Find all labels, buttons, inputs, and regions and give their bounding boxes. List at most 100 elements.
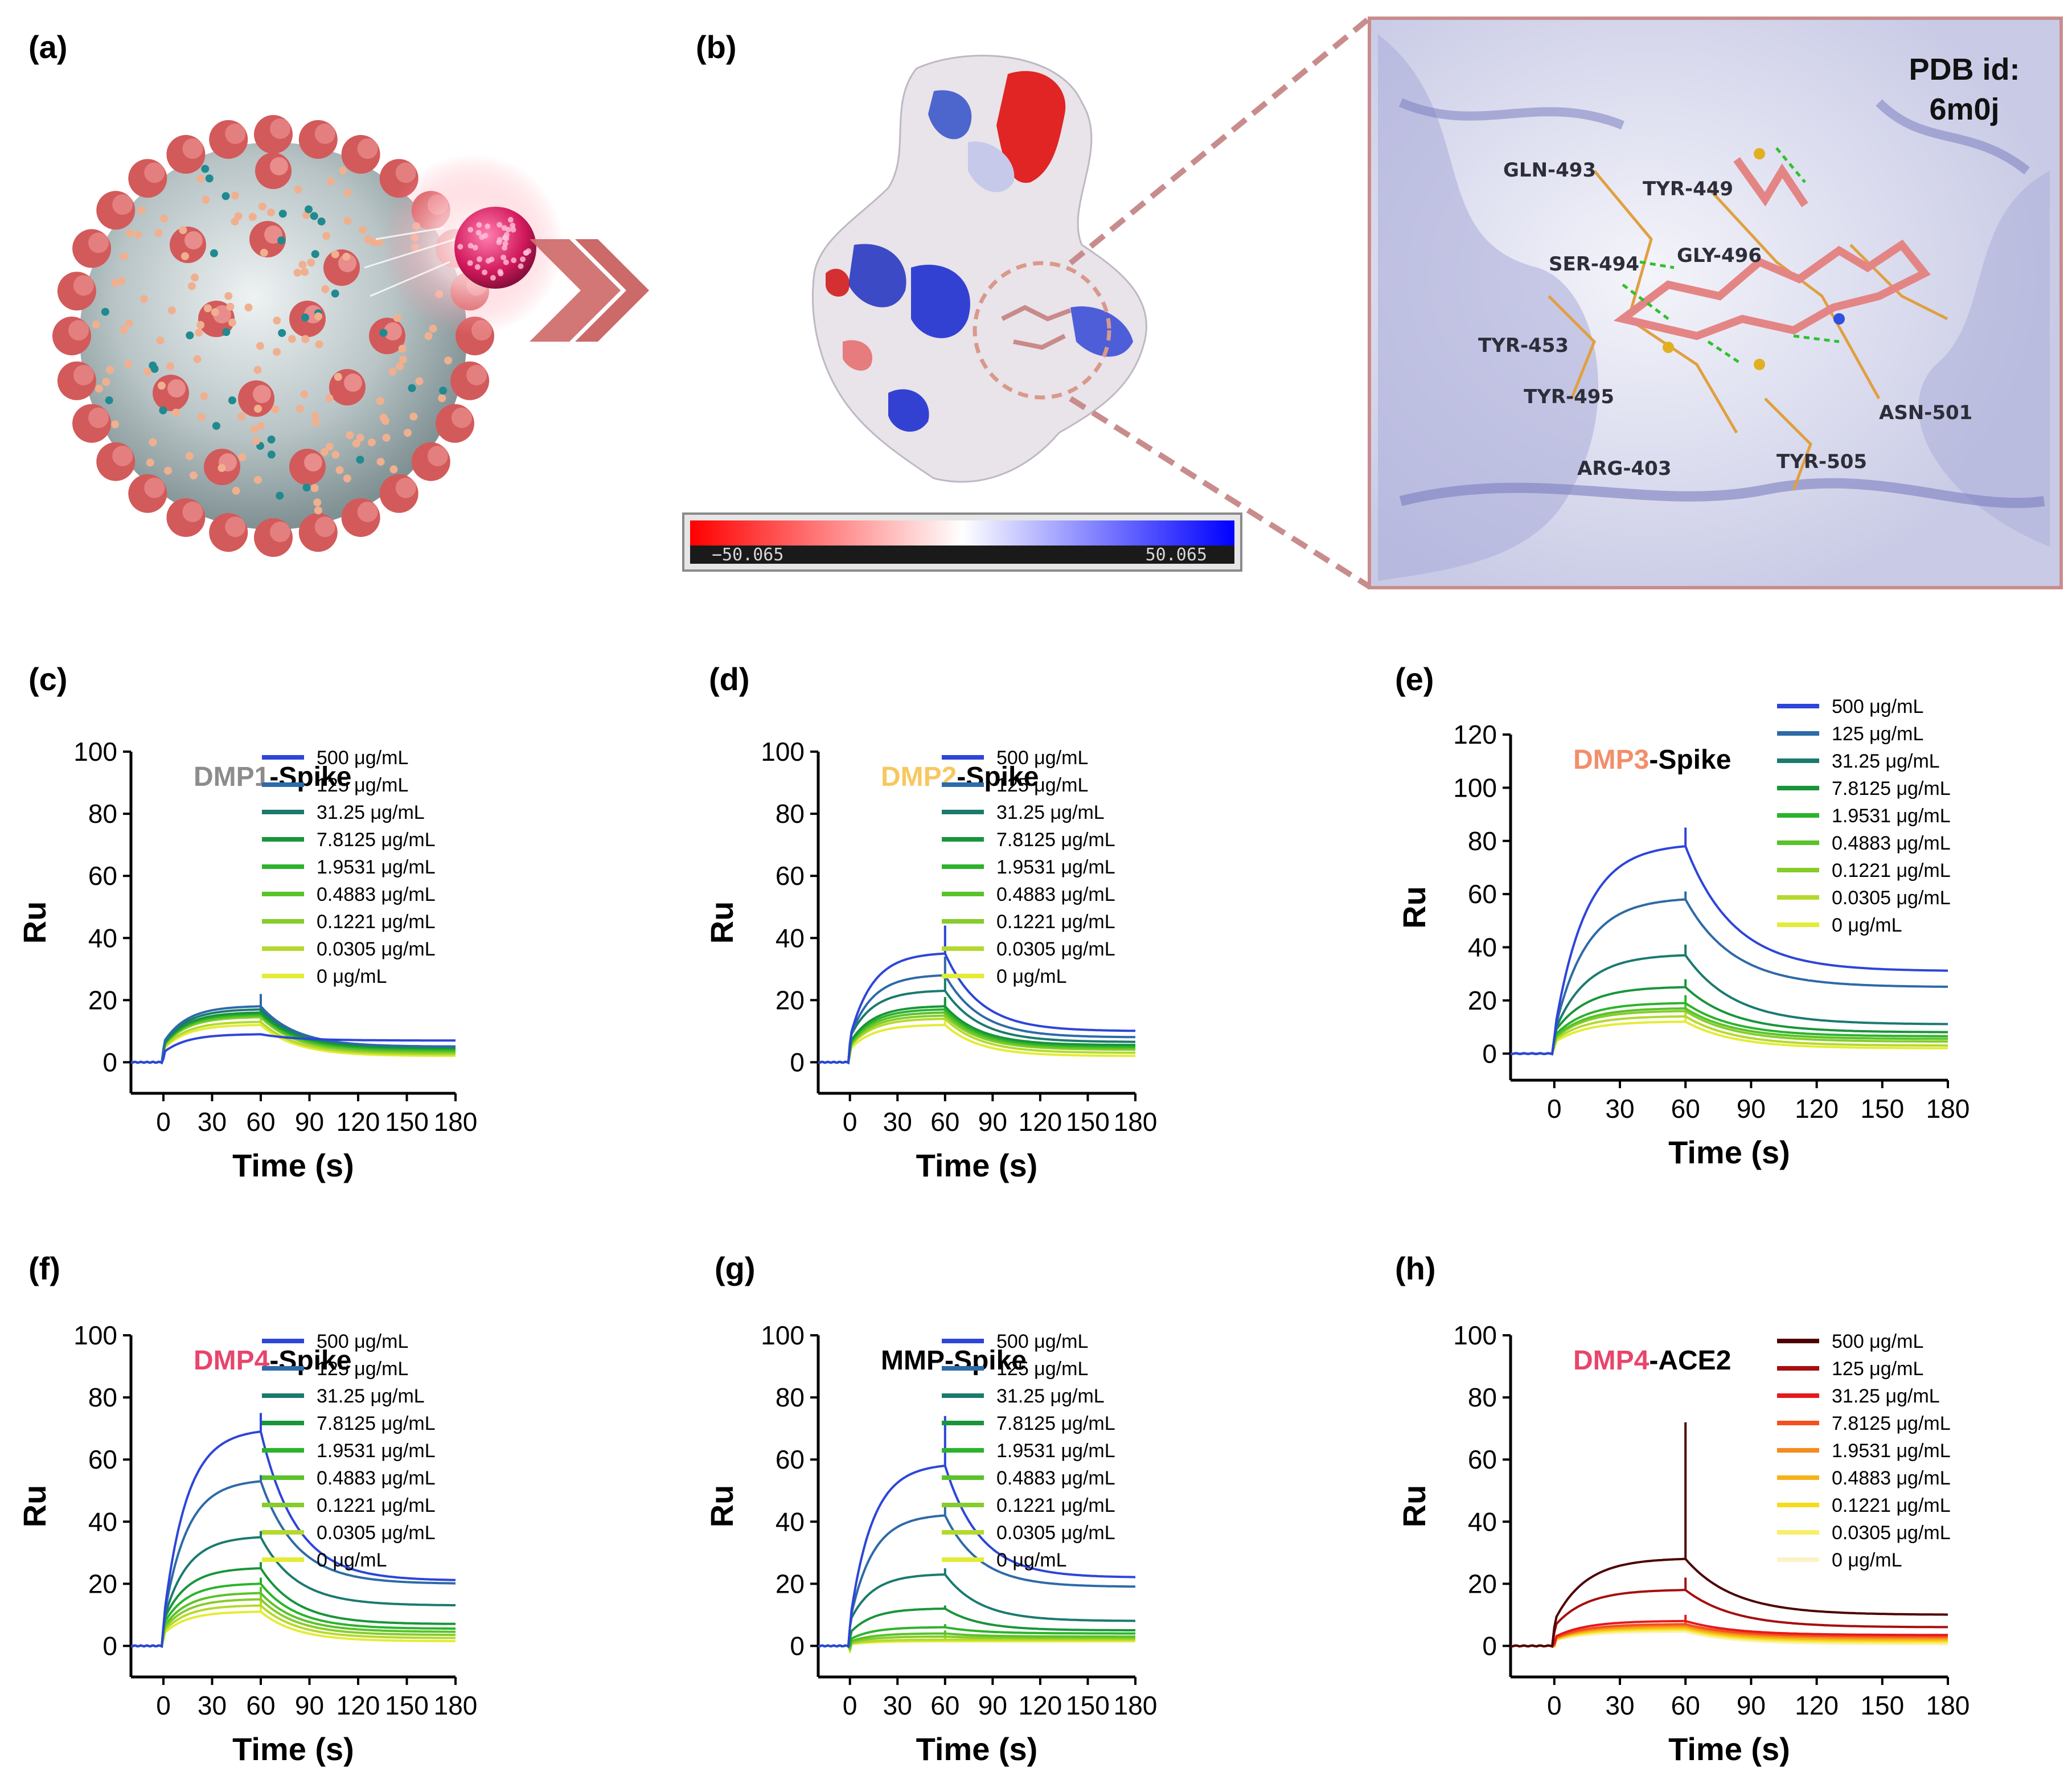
x-tick-label: 150 xyxy=(1860,1094,1904,1123)
legend-label: 31.25 μg/mL xyxy=(1832,1385,1940,1407)
legend-label: 500 μg/mL xyxy=(317,1331,408,1352)
legend-label: 0.1221 μg/mL xyxy=(317,1495,436,1516)
x-tick-label: 30 xyxy=(883,1691,912,1720)
y-tick-label: 0 xyxy=(1482,1631,1497,1660)
y-tick-label: 40 xyxy=(1468,933,1497,962)
x-tick-label: 60 xyxy=(1671,1691,1700,1720)
legend-label: 1.9531 μg/mL xyxy=(317,1440,436,1462)
x-axis-label: Time (s) xyxy=(232,1147,354,1183)
chart-h: (h) 0 20 40 60 80 100 0 30 60 90 120 150 180 Time (s) R… xyxy=(1395,1250,1970,1767)
residue-label: TYR-505 xyxy=(1776,450,1867,473)
chart-title-prefix: DMP3 xyxy=(1573,745,1649,775)
residue-label: TYR-449 xyxy=(1643,178,1733,200)
y-tick-label: 100 xyxy=(761,737,805,766)
legend-label: 125 μg/mL xyxy=(996,1358,1088,1380)
x-tick-label: 0 xyxy=(843,1107,857,1137)
residue-label: TYR-495 xyxy=(1524,386,1614,408)
legend-label: 0.0305 μg/mL xyxy=(996,1522,1115,1544)
legend-label: 31.25 μg/mL xyxy=(996,1385,1105,1407)
y-tick-label: 40 xyxy=(776,923,805,953)
chart-title-prefix: DMP4 xyxy=(1573,1346,1650,1376)
panel-label-e: (e) xyxy=(1395,661,1434,697)
virus-illustration xyxy=(52,115,564,557)
x-tick-label: 0 xyxy=(1547,1094,1562,1123)
x-tick-label: 150 xyxy=(1066,1107,1110,1137)
x-axis-label: Time (s) xyxy=(916,1147,1038,1183)
legend-label: 7.8125 μg/mL xyxy=(996,1413,1115,1434)
y-tick-label: 0 xyxy=(790,1631,805,1660)
residue-label: GLY-496 xyxy=(1677,244,1762,267)
legend-label: 7.8125 μg/mL xyxy=(317,1413,436,1434)
x-tick-label: 30 xyxy=(1605,1094,1634,1123)
legend-label: 500 μg/mL xyxy=(996,1331,1088,1352)
residue-label: GLN-493 xyxy=(1503,159,1596,182)
sensorgram-charts: (c)0204060801000 30 60 90 120 150 180Time (s)R… xyxy=(17,661,1970,1767)
panel-label-a: (a) xyxy=(28,29,67,65)
legend-label: 31.25 μg/mL xyxy=(1832,751,1940,772)
legend-label: 0.1221 μg/mL xyxy=(317,911,436,933)
legend-label: 0 μg/mL xyxy=(996,1549,1067,1571)
y-tick-label: 0 xyxy=(790,1047,805,1077)
y-axis-label: Ru xyxy=(17,1485,52,1528)
y-axis-label: Ru xyxy=(1396,886,1432,929)
legend-label: 0.0305 μg/mL xyxy=(996,938,1115,960)
x-tick-label: 0 xyxy=(843,1691,857,1720)
y-tick-label: 60 xyxy=(88,861,117,891)
nanoparticle-icon xyxy=(454,207,536,289)
x-tick-label: 90 xyxy=(978,1107,1007,1137)
legend-label: 0 μg/mL xyxy=(1832,1549,1902,1571)
chart-title-prefix: DMP4 xyxy=(194,1346,270,1376)
y-tick-label: 80 xyxy=(88,799,117,829)
legend-label: 0.0305 μg/mL xyxy=(317,1522,436,1544)
residue-label: ASN-501 xyxy=(1879,401,1972,424)
chart-c: (c) 0 20 40 60 80 100 0 30 60 90 120 150 180 Time (s) R… xyxy=(17,661,477,1183)
colorbar-min-label: −50.065 xyxy=(712,545,783,565)
legend-label: 1.9531 μg/mL xyxy=(996,1440,1115,1462)
legend-label: 0.4883 μg/mL xyxy=(1832,833,1951,854)
y-tick-label: 60 xyxy=(1468,1445,1497,1474)
y-tick-label: 0 xyxy=(102,1631,117,1660)
chart-title-suffix: -ACE2 xyxy=(1649,1346,1731,1376)
y-tick-label: 80 xyxy=(1468,826,1497,856)
y-tick-label: 100 xyxy=(73,737,117,766)
legend-label: 0.4883 μg/mL xyxy=(317,1467,436,1489)
chart-g: (g)0204060801000 30 60 90 120 150 180Time (s)R… xyxy=(704,1250,1157,1767)
chart-f: (f)0204060801000 30 60 90 120 150 180Time (s)R… xyxy=(17,1250,477,1767)
y-tick-label: 80 xyxy=(776,1383,805,1412)
legend-label: 500 μg/mL xyxy=(1832,696,1923,717)
y-tick-label: 100 xyxy=(1453,773,1497,802)
x-tick-label: 0 xyxy=(1547,1691,1562,1720)
legend-label: 125 μg/mL xyxy=(317,774,408,796)
y-tick-label: 100 xyxy=(761,1321,805,1350)
x-tick-label: 60 xyxy=(930,1691,959,1720)
colorbar-gradient xyxy=(690,520,1234,546)
chart-title: DMP4-ACE2 xyxy=(1573,1346,1731,1376)
y-tick-label: 60 xyxy=(88,1445,117,1474)
legend-label: 0.0305 μg/mL xyxy=(1832,1522,1951,1544)
y-tick-label: 60 xyxy=(1468,879,1497,909)
x-tick-label: 150 xyxy=(385,1107,429,1137)
residue-label: SER-494 xyxy=(1549,253,1639,276)
colorbar: −50.065 50.065 xyxy=(683,514,1241,571)
legend-label: 125 μg/mL xyxy=(317,1358,408,1380)
pdb-id-line2: 6m0j xyxy=(1929,92,1999,126)
y-tick-label: 120 xyxy=(1453,720,1497,749)
x-tick-label: 90 xyxy=(1737,1094,1766,1123)
chart-title-prefix: DMP1 xyxy=(194,762,269,792)
x-tick-label: 60 xyxy=(930,1107,959,1137)
y-tick-label: 20 xyxy=(776,1569,805,1598)
legend-label: 0 μg/mL xyxy=(996,966,1067,987)
x-tick-label: 120 xyxy=(1019,1691,1062,1720)
legend-label: 0 μg/mL xyxy=(1832,914,1902,936)
legend-label: 125 μg/mL xyxy=(1832,723,1923,745)
x-axis-label: Time (s) xyxy=(232,1731,354,1767)
panel-label-f: (f) xyxy=(28,1250,60,1286)
panel-label-g: (g) xyxy=(715,1250,756,1286)
y-tick-label: 80 xyxy=(88,1383,117,1412)
legend-label: 0.1221 μg/mL xyxy=(996,1495,1115,1516)
x-tick-label: 60 xyxy=(246,1107,275,1137)
figure-canvas: (a) (b) −50.065 50.065 xyxy=(0,0,2072,1788)
x-tick-label: 120 xyxy=(337,1107,380,1137)
legend-label: 31.25 μg/mL xyxy=(317,1385,425,1407)
panel-label-d: (d) xyxy=(709,661,750,697)
